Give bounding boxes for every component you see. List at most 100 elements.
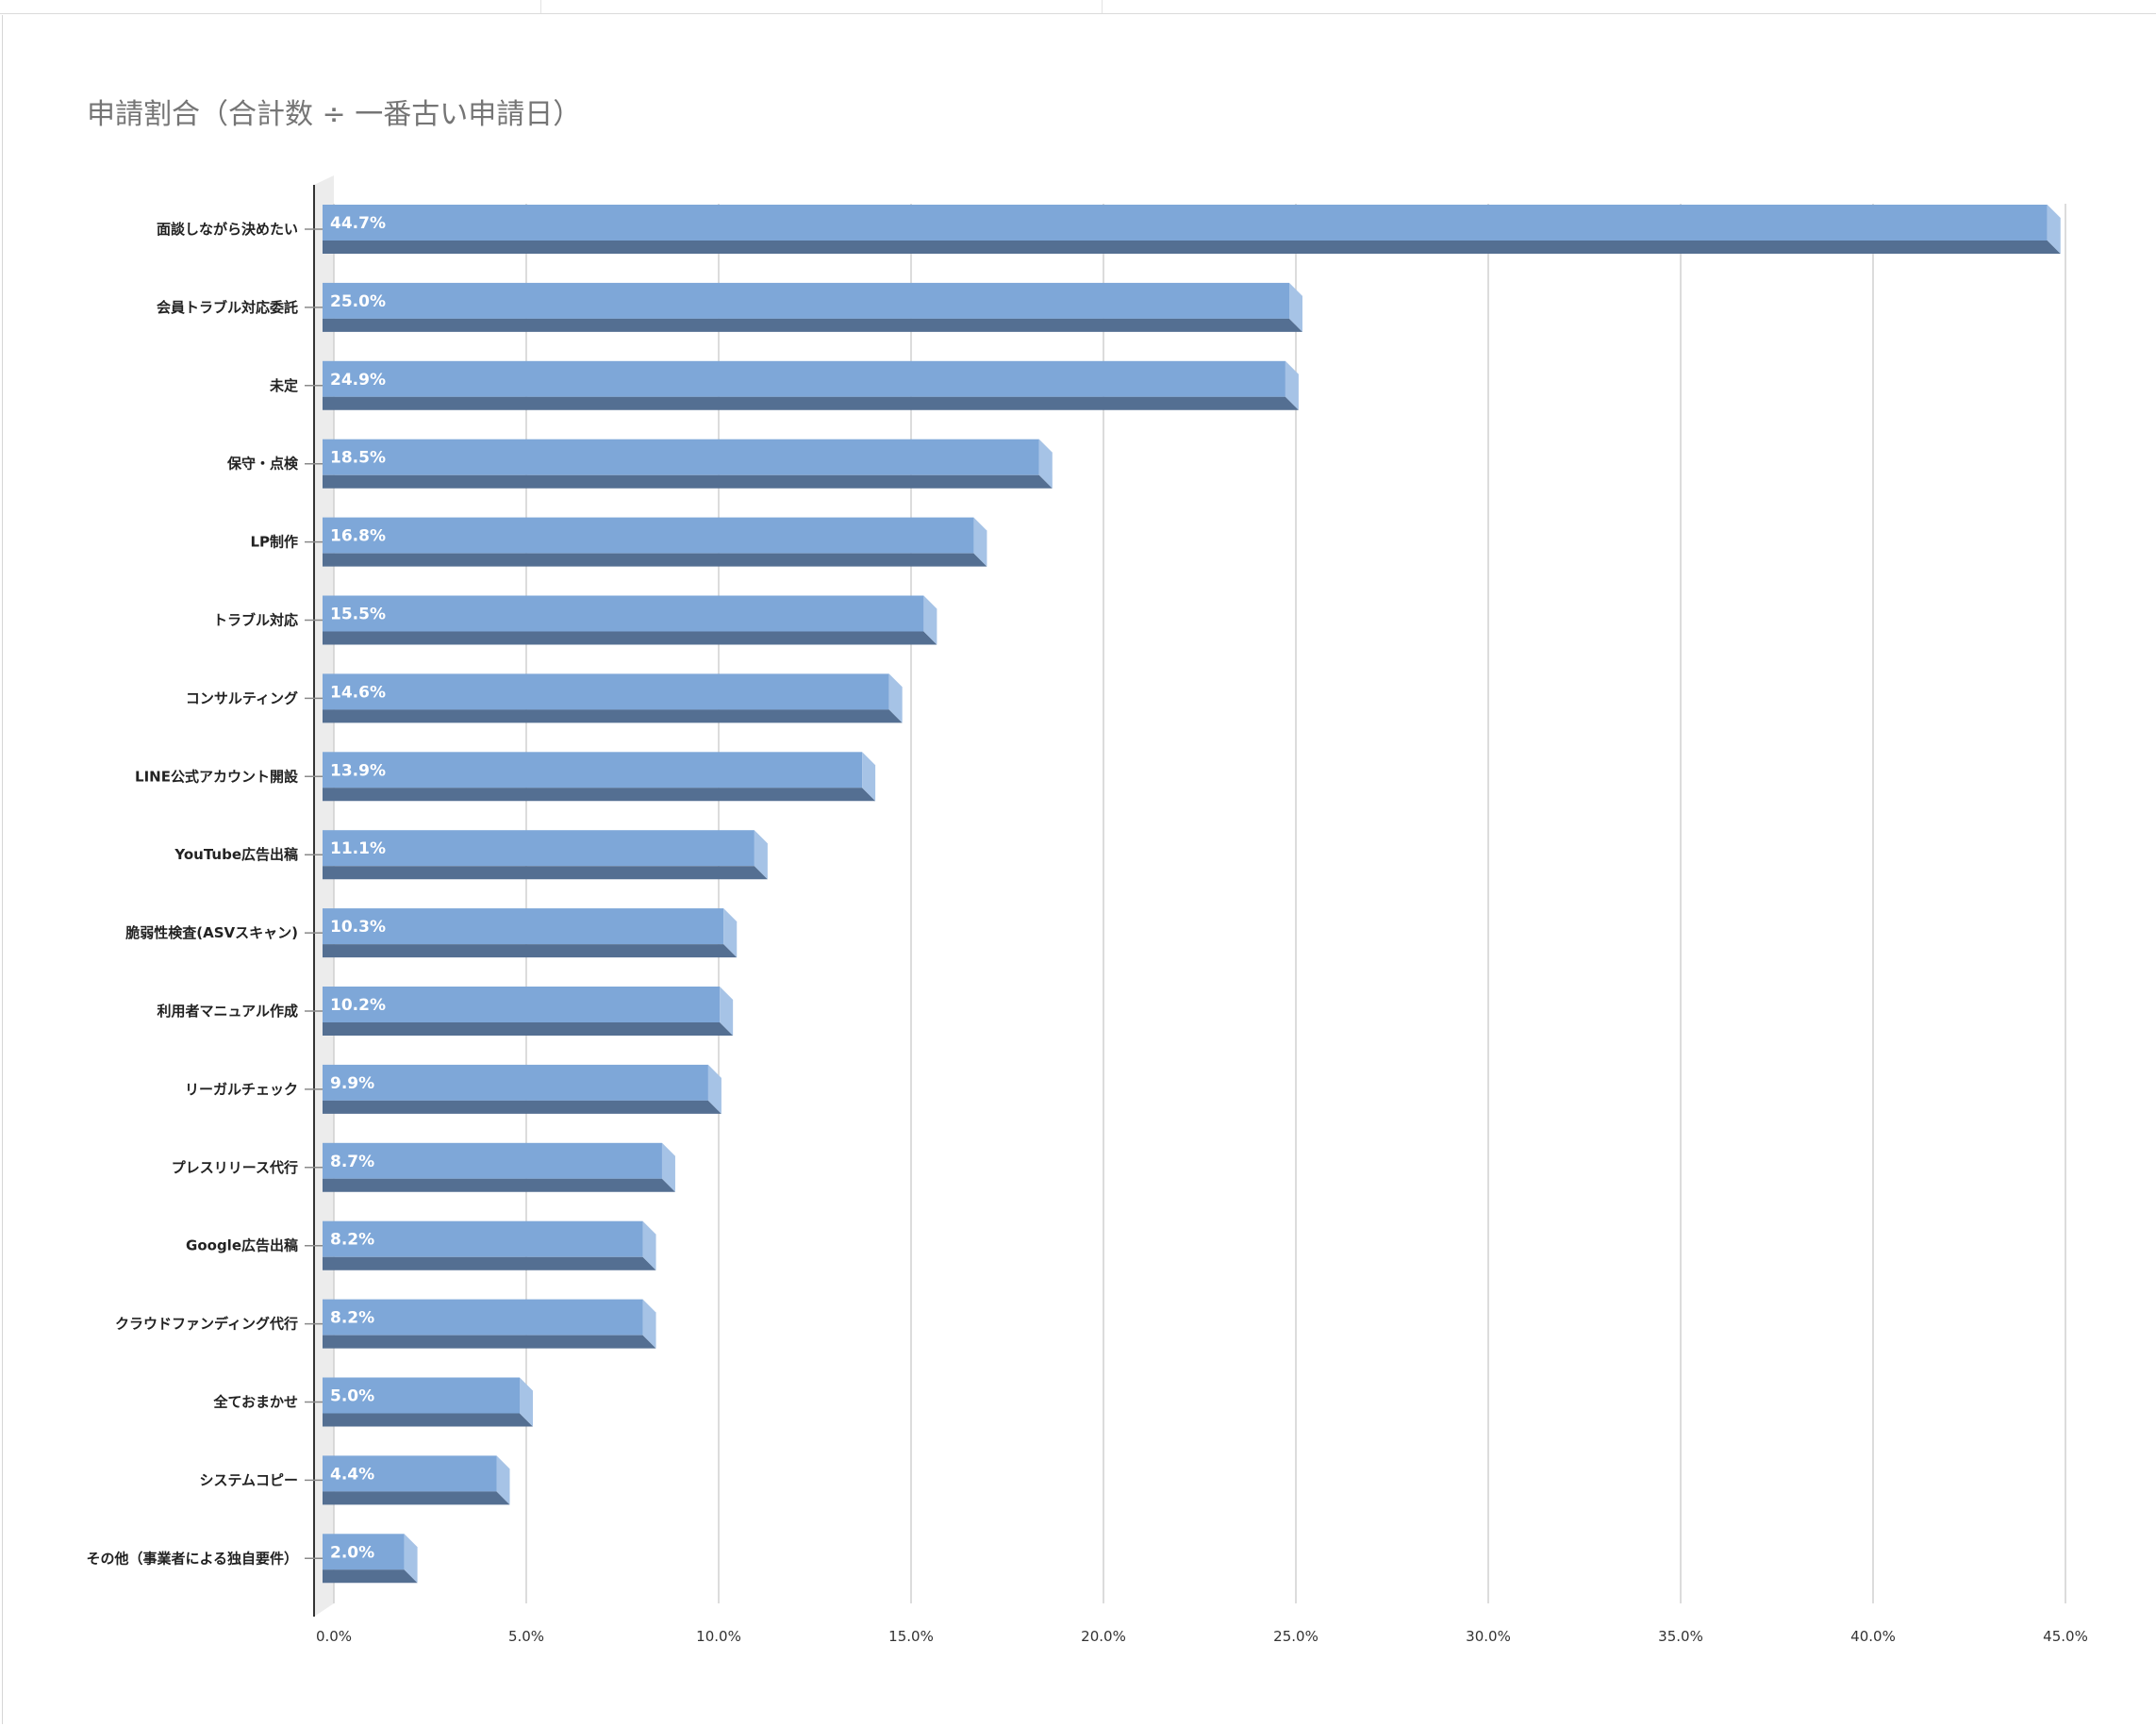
bar-bottom-face	[323, 241, 2061, 254]
category-label: クラウドファンディング代行	[115, 1316, 298, 1333]
bar[interactable]	[323, 1455, 510, 1505]
bar[interactable]	[323, 1220, 656, 1270]
bar-front-face	[323, 1534, 405, 1570]
bar-bottom-face	[323, 866, 768, 880]
data-label: 9.9%	[330, 1074, 374, 1093]
chart-title: 申請割合（合計数 ÷ 一番古い申請日）	[87, 98, 582, 131]
bar-front-face	[323, 517, 974, 554]
x-tick-label: 15.0%	[888, 1628, 934, 1645]
bar-side-face	[496, 1455, 510, 1505]
bar-side-face	[404, 1534, 418, 1584]
bar-side-face	[1038, 439, 1053, 489]
bar-side-face	[973, 517, 987, 567]
bar-side-face	[1285, 360, 1299, 410]
bar[interactable]	[323, 752, 876, 802]
bar[interactable]	[323, 360, 1299, 410]
category-label: 利用者マニュアル作成	[157, 1003, 298, 1020]
bar-bottom-face	[323, 1413, 533, 1427]
column-divider	[1102, 0, 1103, 13]
data-label: 10.2%	[330, 996, 386, 1015]
data-label: 11.1%	[330, 839, 386, 858]
category-label: LP制作	[250, 534, 298, 551]
data-label: 8.2%	[330, 1231, 374, 1250]
data-label: 24.9%	[330, 371, 386, 390]
bar[interactable]	[323, 1534, 418, 1584]
bar[interactable]	[323, 205, 2061, 254]
column-divider	[540, 0, 541, 13]
category-label: 面談しながら決めたい	[157, 221, 298, 238]
data-label: 2.0%	[330, 1543, 374, 1562]
bar[interactable]	[323, 1142, 675, 1192]
bar-front-face	[323, 439, 1039, 475]
bar[interactable]	[323, 595, 937, 645]
bar-front-face	[323, 595, 924, 632]
bar-front-face	[323, 1142, 662, 1179]
x-tick-label: 25.0%	[1273, 1628, 1318, 1645]
bar-bottom-face	[323, 709, 903, 723]
bar-side-face	[1289, 282, 1302, 332]
bar[interactable]	[323, 1377, 533, 1427]
category-label: Google広告出稿	[186, 1237, 298, 1254]
bar[interactable]	[323, 1064, 721, 1114]
data-label: 8.2%	[330, 1309, 374, 1328]
data-label: 5.0%	[330, 1387, 374, 1406]
category-label: 脆弱性検査(ASVスキャン)	[125, 924, 298, 941]
bar-side-face	[923, 595, 937, 645]
data-label: 14.6%	[330, 683, 386, 702]
bar-front-face	[323, 282, 1289, 319]
x-tick-label: 35.0%	[1658, 1628, 1703, 1645]
data-label: 15.5%	[330, 606, 386, 624]
category-label: リーガルチェック	[185, 1081, 298, 1098]
category-label: プレスリリース代行	[172, 1159, 298, 1176]
bar[interactable]	[323, 282, 1302, 332]
data-label: 16.8%	[330, 527, 386, 546]
bar-front-face	[323, 205, 2048, 241]
bar-bottom-face	[323, 318, 1302, 332]
data-label: 25.0%	[330, 292, 386, 311]
bar-front-face	[323, 1064, 708, 1101]
category-label: 保守・点検	[226, 456, 299, 473]
data-label: 10.3%	[330, 918, 386, 937]
x-tick-label: 30.0%	[1466, 1628, 1511, 1645]
bar-side-face	[2047, 205, 2061, 254]
bar-bottom-face	[323, 1335, 656, 1349]
bar-front-face	[323, 908, 724, 945]
category-label: 会員トラブル対応委託	[157, 299, 298, 316]
data-label: 4.4%	[330, 1465, 374, 1484]
category-label: LINE公式アカウント開設	[135, 768, 299, 785]
bar-front-face	[323, 1377, 520, 1414]
category-label: 未定	[269, 377, 298, 394]
bar-side-face	[707, 1064, 721, 1114]
data-label: 44.7%	[330, 214, 386, 233]
bar-bottom-face	[323, 1256, 656, 1270]
bar-side-face	[888, 673, 903, 723]
bar[interactable]	[323, 987, 734, 1036]
bar[interactable]	[323, 908, 738, 958]
bar-bottom-face	[323, 1491, 510, 1505]
bar-bottom-face	[323, 1569, 418, 1584]
bar[interactable]	[323, 439, 1053, 489]
bar-bottom-face	[323, 631, 937, 645]
bar-front-face	[323, 987, 721, 1022]
bar[interactable]	[323, 830, 768, 880]
bar-side-face	[642, 1299, 656, 1349]
bar-bottom-face	[323, 1100, 721, 1114]
bar-side-face	[661, 1142, 675, 1192]
bar[interactable]	[323, 673, 903, 723]
bar-side-face	[862, 752, 876, 802]
bar-front-face	[323, 830, 755, 867]
category-label: その他（事業者による独自要件）	[86, 1550, 298, 1567]
data-label: 18.5%	[330, 449, 386, 468]
data-label: 8.7%	[330, 1153, 374, 1171]
bar[interactable]	[323, 517, 987, 567]
bar-front-face	[323, 1220, 643, 1257]
x-tick-label: 0.0%	[316, 1628, 352, 1645]
bar-bottom-face	[323, 1022, 734, 1036]
category-label: 全ておまかせ	[212, 1394, 298, 1411]
bar[interactable]	[323, 1299, 656, 1349]
bar-bottom-face	[323, 474, 1053, 489]
bar-bottom-face	[323, 944, 738, 958]
bar-bottom-face	[323, 788, 876, 802]
x-tick-label: 10.0%	[696, 1628, 741, 1645]
